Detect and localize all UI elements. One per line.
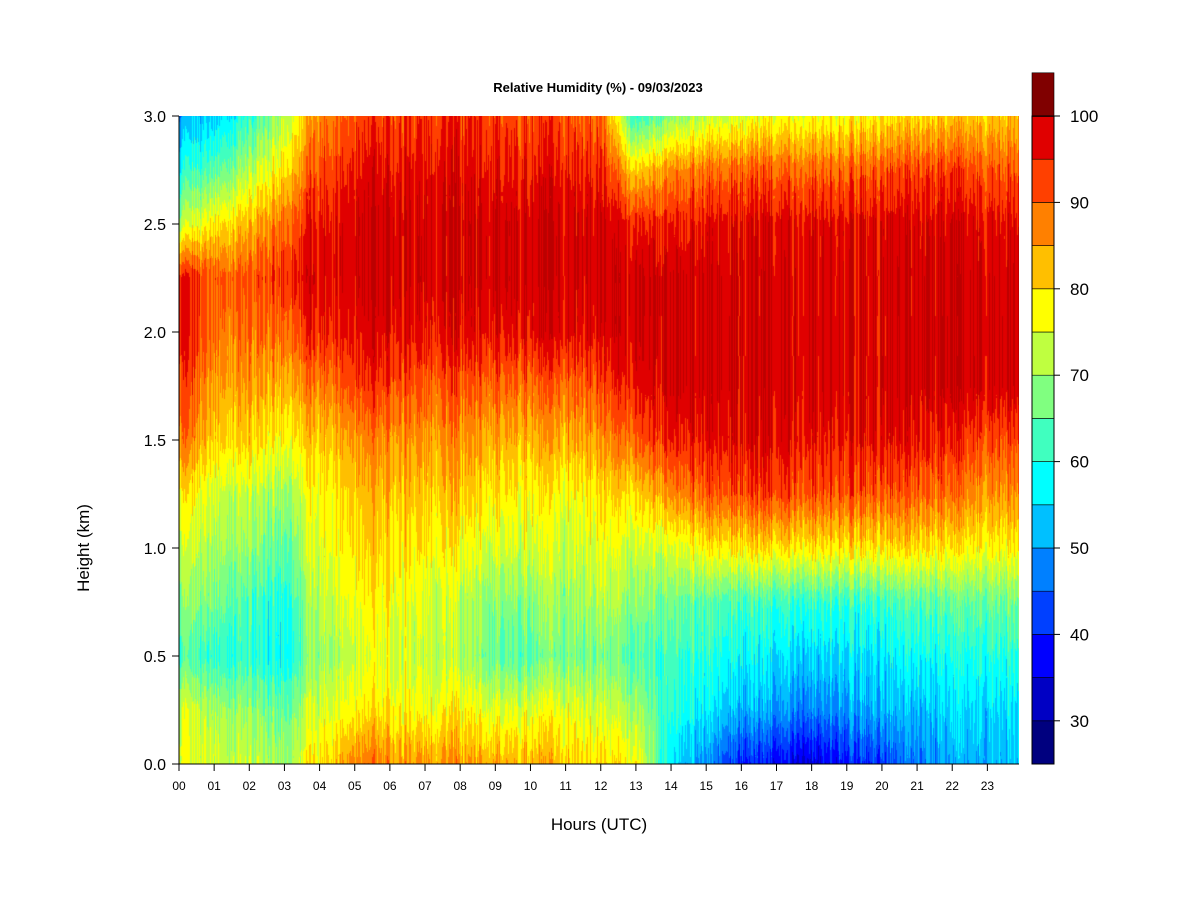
colorbar-tick-label: 30 <box>1070 712 1089 731</box>
x-tick-label: 03 <box>278 779 292 793</box>
x-axis-ticks: 00 01 02 03 04 05 06 07 08 09 10 11 12 13 14 15 16 17 18 19… <box>172 764 994 793</box>
colorbar-tick-label: 50 <box>1070 539 1089 558</box>
colorbar-tick-label: 70 <box>1070 366 1089 385</box>
chart-title: Relative Humidity (%) - 09/03/2023 <box>493 80 703 95</box>
colorbar-band <box>1031 288 1055 333</box>
colorbar-tick-label: 80 <box>1070 280 1089 299</box>
x-tick-label: 16 <box>735 779 749 793</box>
rh-heatmap-image <box>179 116 1019 764</box>
x-tick-label: 17 <box>770 779 784 793</box>
colorbar-frame <box>1031 115 1055 765</box>
x-tick-label: 18 <box>805 779 819 793</box>
x-tick-label: 21 <box>910 779 924 793</box>
y-tick-label: 1.5 <box>144 433 166 450</box>
x-tick-label: 20 <box>875 779 889 793</box>
colorbar-tick-label: 100 <box>1070 107 1098 126</box>
x-tick-label: 01 <box>207 779 221 793</box>
x-tick-label: 10 <box>524 779 538 793</box>
x-tick-label: 08 <box>453 779 467 793</box>
colorbar-band <box>1031 461 1055 506</box>
colorbar-band <box>1031 418 1055 462</box>
colorbar-band <box>1031 677 1055 722</box>
colorbar <box>1031 72 1055 765</box>
x-axis-label: Hours (UTC) <box>551 815 647 834</box>
x-tick-label: 06 <box>383 779 397 793</box>
x-tick-label: 09 <box>489 779 503 793</box>
x-tick-label: 04 <box>313 779 327 793</box>
y-tick-label: 0.0 <box>144 757 166 774</box>
colorbar-band <box>1031 72 1055 117</box>
colorbar-tick-label: 90 <box>1070 193 1089 212</box>
x-tick-label: 07 <box>418 779 432 793</box>
y-tick-label: 3.0 <box>144 109 166 126</box>
x-tick-label: 11 <box>559 779 572 793</box>
heatmap-plot-area <box>178 116 1019 765</box>
x-tick-label: 02 <box>243 779 257 793</box>
y-axis-ticks: 0.0 0.5 1.0 1.5 2.0 2.5 3.0 <box>144 109 179 774</box>
x-tick-label: 12 <box>594 779 608 793</box>
y-tick-label: 2.5 <box>144 217 166 234</box>
y-tick-label: 2.0 <box>144 325 166 342</box>
x-tick-label: 19 <box>840 779 854 793</box>
colorbar-band <box>1031 115 1055 160</box>
y-tick-label: 1.0 <box>144 541 166 558</box>
colorbar-band <box>1031 634 1055 678</box>
x-tick-label: 23 <box>981 779 995 793</box>
x-tick-label: 05 <box>348 779 362 793</box>
colorbar-tick-label: 60 <box>1070 453 1089 472</box>
x-tick-label: 22 <box>946 779 960 793</box>
colorbar-band <box>1031 202 1055 246</box>
colorbar-band <box>1031 547 1055 592</box>
x-tick-label: 00 <box>172 779 186 793</box>
y-axis-label: Height (km) <box>74 504 93 592</box>
x-tick-label: 13 <box>629 779 643 793</box>
x-tick-label: 15 <box>700 779 714 793</box>
colorbar-band <box>1031 374 1055 419</box>
colorbar-band <box>1031 590 1055 635</box>
colorbar-band <box>1031 158 1055 203</box>
colorbar-band <box>1031 504 1055 549</box>
colorbar-ticks: 30 40 50 60 70 80 90 100 <box>1054 107 1098 731</box>
x-tick-label: 14 <box>664 779 678 793</box>
colorbar-band <box>1031 245 1055 290</box>
colorbar-band <box>1031 331 1055 376</box>
y-tick-label: 0.5 <box>144 649 166 666</box>
colorbar-band <box>1031 720 1055 765</box>
colorbar-tick-label: 40 <box>1070 625 1089 644</box>
